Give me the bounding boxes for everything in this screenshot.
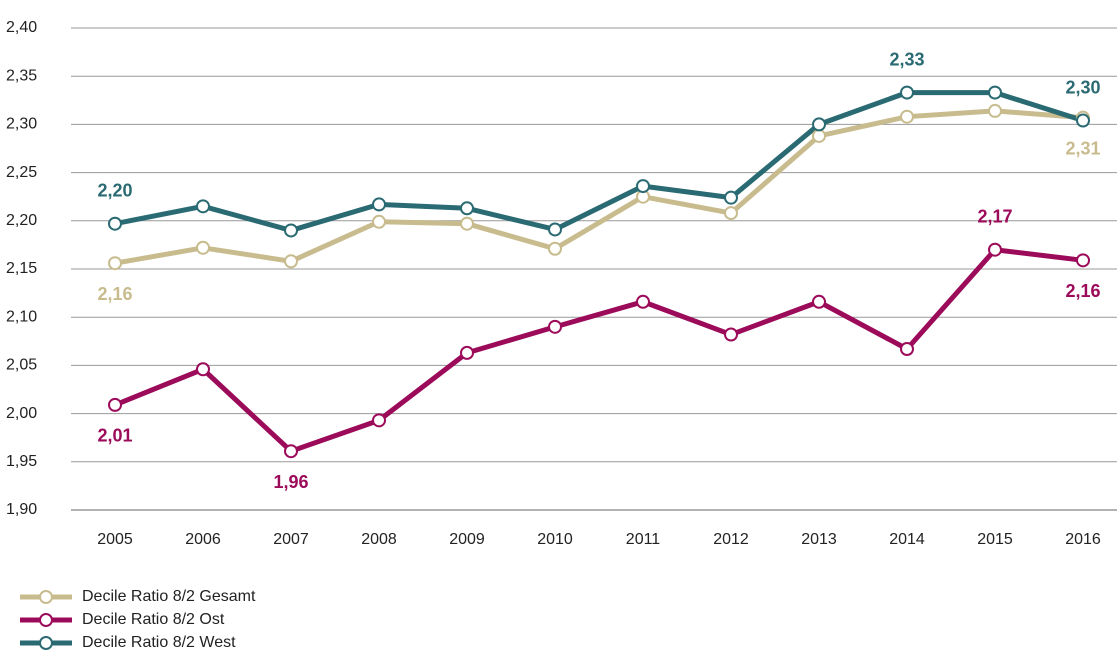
point xyxy=(548,222,562,237)
y-tick-label: 2,30 xyxy=(6,116,37,133)
point xyxy=(108,397,122,412)
y-tick-label: 1,95 xyxy=(6,453,37,470)
point xyxy=(460,345,474,360)
x-tick-label: 2010 xyxy=(537,531,573,548)
point xyxy=(900,342,914,357)
value-label: 2,31 xyxy=(1065,138,1100,158)
x-tick-label: 2013 xyxy=(801,531,837,548)
point xyxy=(196,362,210,377)
point xyxy=(1076,253,1090,268)
legend-marker xyxy=(39,590,53,604)
y-tick-label: 2,10 xyxy=(6,308,37,325)
value-label: 2,30 xyxy=(1065,77,1100,97)
y-tick-label: 1,90 xyxy=(6,501,37,518)
x-tick-label: 2007 xyxy=(273,531,309,548)
point xyxy=(724,206,738,221)
point xyxy=(812,128,826,143)
point xyxy=(812,294,826,309)
y-tick-label: 2,00 xyxy=(6,405,37,422)
legend-label: Decile Ratio 8/2 West xyxy=(82,634,236,651)
x-tick-label: 2009 xyxy=(449,531,485,548)
y-tick-label: 2,20 xyxy=(6,212,37,229)
point xyxy=(548,241,562,256)
point xyxy=(636,179,650,194)
point xyxy=(900,85,914,100)
point xyxy=(460,201,474,216)
value-label: 1,96 xyxy=(273,472,308,492)
point xyxy=(988,242,1002,257)
x-tick-label: 2008 xyxy=(361,531,397,548)
point xyxy=(284,223,298,238)
point xyxy=(460,216,474,231)
series-line xyxy=(114,108,1084,266)
series-line xyxy=(114,90,1084,233)
x-tick-label: 2015 xyxy=(977,531,1013,548)
x-tick-label: 2005 xyxy=(97,531,133,548)
point xyxy=(988,85,1002,100)
point xyxy=(196,199,210,214)
point xyxy=(108,216,122,231)
point xyxy=(372,413,386,428)
value-label: 2,33 xyxy=(889,49,924,69)
point xyxy=(284,444,298,459)
legend-marker xyxy=(39,636,53,650)
point xyxy=(1076,113,1090,128)
point xyxy=(636,294,650,309)
point xyxy=(548,319,562,334)
y-tick-label: 2,40 xyxy=(6,19,37,36)
x-tick-label: 2006 xyxy=(185,531,221,548)
value-label: 2,16 xyxy=(97,284,132,304)
point xyxy=(724,327,738,342)
point xyxy=(988,103,1002,118)
y-tick-label: 2,15 xyxy=(6,260,37,277)
point xyxy=(812,117,826,132)
x-tick-label: 2012 xyxy=(713,531,749,548)
legend-marker xyxy=(39,613,53,627)
point xyxy=(724,190,738,205)
point xyxy=(900,109,914,124)
point xyxy=(196,240,210,255)
x-tick-label: 2016 xyxy=(1065,531,1101,548)
legend-label: Decile Ratio 8/2 Gesamt xyxy=(82,588,256,605)
value-label: 2,01 xyxy=(97,426,132,446)
y-tick-label: 2,25 xyxy=(6,164,37,181)
series-line xyxy=(114,247,1084,454)
value-label: 2,20 xyxy=(97,180,132,200)
point xyxy=(108,256,122,271)
x-tick-label: 2011 xyxy=(626,531,661,548)
value-label: 2,17 xyxy=(977,206,1012,226)
x-tick-label: 2014 xyxy=(889,531,925,548)
y-tick-label: 2,35 xyxy=(6,67,37,84)
legend-label: Decile Ratio 8/2 Ost xyxy=(82,611,225,628)
point xyxy=(372,214,386,229)
point xyxy=(372,197,386,212)
y-tick-label: 2,05 xyxy=(6,357,37,374)
point xyxy=(284,254,298,269)
value-label: 2,16 xyxy=(1065,281,1100,301)
